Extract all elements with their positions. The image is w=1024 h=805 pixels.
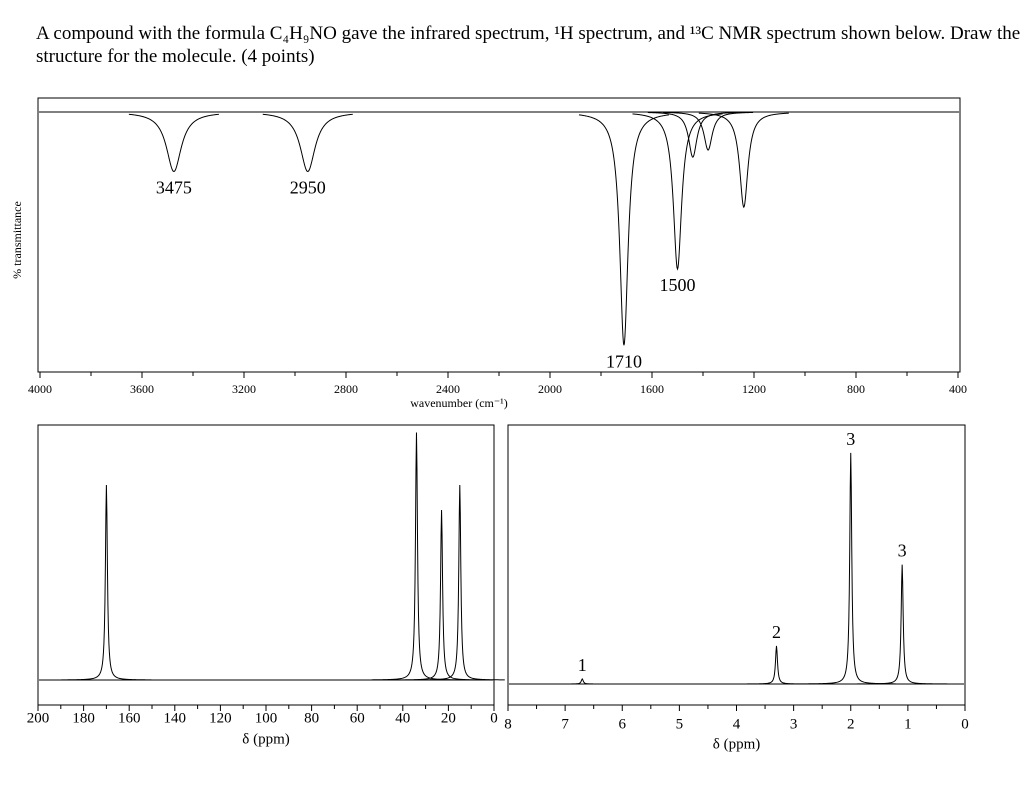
peak-label: 3475 [156,178,192,198]
x-tick-label: 3200 [232,382,256,396]
x-tick-label: 0 [961,716,969,732]
x-tick-label: 4 [733,716,741,732]
y-axis-label: % transmittance [10,201,24,279]
x-tick-label: 2400 [436,382,460,396]
x-tick-label: 3600 [130,382,154,396]
nmr-peak [805,452,896,685]
peak-label: 1710 [606,351,642,371]
nmr-peak [731,645,822,685]
x-tick-label: 800 [847,382,865,396]
x-tick-label: 100 [255,710,278,726]
ir-peak [647,112,738,158]
x-tick-label: 140 [164,710,187,726]
ir-peak [262,113,353,173]
x-tick-label: 60 [350,710,365,726]
x-tick-label: 1 [904,716,912,732]
x-tick-label: 120 [209,710,232,726]
plot-frame [37,424,495,706]
question: A compound with the formula C₄H₉NO gave … [36,23,1021,67]
x-tick-label: 3 [790,716,798,732]
x-axis-label: δ (ppm) [713,736,760,752]
x-axis-label: δ (ppm) [242,731,289,747]
ir-peak [632,113,723,271]
x-tick-label: 2 [847,716,855,732]
integral-label: 3 [846,429,855,449]
nmr-peak [537,678,628,685]
x-tick-label: 180 [72,710,95,726]
integral-label: 3 [898,541,907,561]
x-tick-label: 400 [949,382,967,396]
x-axis-label: wavenumber (cm⁻¹) [410,396,508,410]
x-tick-label: 0 [490,710,498,726]
x-tick-label: 7 [561,716,569,732]
peak-label: 1500 [660,275,696,295]
ir-peak [663,111,754,151]
nmr-peak [414,484,505,681]
x-tick-label: 160 [118,710,141,726]
x-tick-label: 8 [504,716,512,732]
x-tick-label: 80 [304,710,319,726]
nmr-peak [61,484,152,681]
x-tick-label: 2000 [538,382,562,396]
integral-label: 1 [578,655,587,675]
x-tick-label: 40 [395,710,410,726]
x-tick-label: 200 [27,710,50,726]
nmr-peak [396,509,487,681]
x-tick-label: 20 [441,710,456,726]
x-tick-label: 4000 [28,382,52,396]
x-tick-label: 1600 [640,382,664,396]
peak-label: 2950 [290,178,326,198]
integral-label: 2 [772,622,781,642]
plot-frame [507,424,966,706]
ir-peak [578,114,670,346]
x-tick-label: 2800 [334,382,358,396]
x-tick-label: 1200 [742,382,766,396]
ir-peak [698,112,789,209]
nmr-peak [857,564,948,685]
nmr-peak [371,432,462,681]
x-tick-label: 5 [676,716,684,732]
plot-frame [37,97,961,373]
x-tick-label: 6 [619,716,627,732]
ir-peak [128,113,219,173]
